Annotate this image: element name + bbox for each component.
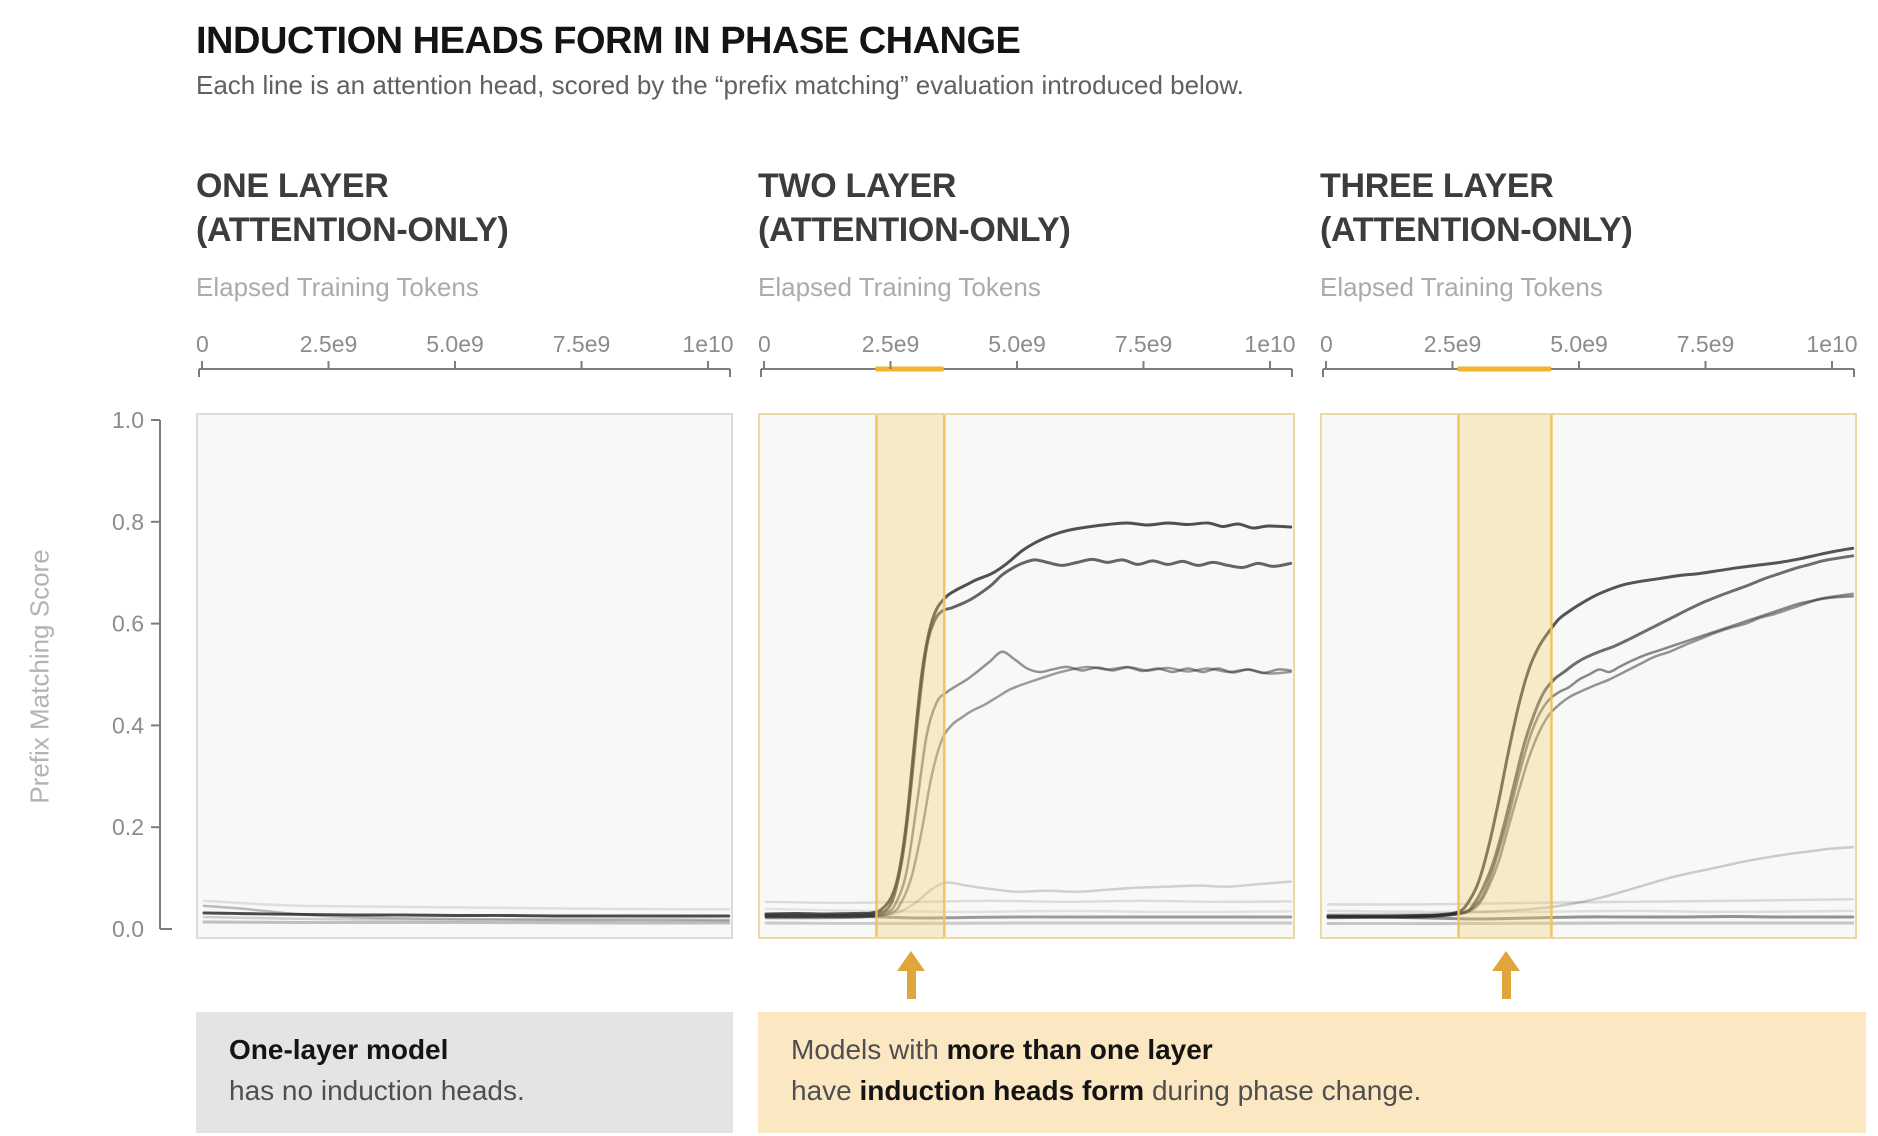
chart-one-layer bbox=[202, 899, 731, 925]
caption-line2: has no induction heads. bbox=[229, 1075, 525, 1106]
svg-text:0: 0 bbox=[1320, 331, 1333, 357]
chart-two-layer bbox=[764, 415, 1293, 937]
arrow-stem bbox=[906, 971, 916, 999]
svg-text:1e10: 1e10 bbox=[1806, 331, 1857, 357]
svg-text:5.0e9: 5.0e9 bbox=[426, 331, 484, 357]
caption-line2: have induction heads form during phase c… bbox=[791, 1070, 1866, 1111]
panel-title-two-layer: TWO LAYER (ATTENTION-ONLY) bbox=[758, 164, 1071, 252]
panel-title-three-layer: THREE LAYER (ATTENTION-ONLY) bbox=[1320, 164, 1633, 252]
svg-text:0: 0 bbox=[758, 331, 771, 357]
caption-text: Models with bbox=[791, 1034, 947, 1065]
caption-line1: One-layer model bbox=[229, 1029, 733, 1070]
svg-text:0.0: 0.0 bbox=[112, 916, 144, 942]
chart-panel-two-layer bbox=[758, 413, 1295, 939]
panel-title-line2: (ATTENTION-ONLY) bbox=[1320, 211, 1633, 250]
svg-text:1e10: 1e10 bbox=[682, 331, 733, 357]
svg-text:2.5e9: 2.5e9 bbox=[300, 331, 358, 357]
svg-text:0.8: 0.8 bbox=[112, 509, 144, 535]
panel-title-line1: ONE LAYER bbox=[196, 167, 389, 205]
svg-text:1.0: 1.0 bbox=[112, 407, 144, 433]
x-axis-title: Elapsed Training Tokens bbox=[758, 272, 1041, 302]
svg-text:2.5e9: 2.5e9 bbox=[862, 331, 920, 357]
svg-text:5.0e9: 5.0e9 bbox=[1550, 331, 1608, 357]
panel-title-line1: TWO LAYER bbox=[758, 167, 957, 205]
page-title: INDUCTION HEADS FORM IN PHASE CHANGE bbox=[196, 20, 1021, 62]
y-axis-title: Prefix Matching Score bbox=[24, 548, 55, 804]
caption-bold-text: One-layer model bbox=[229, 1034, 449, 1065]
chart-panel-three-layer bbox=[1320, 413, 1857, 939]
arrow-head-icon bbox=[897, 951, 925, 971]
svg-text:7.5e9: 7.5e9 bbox=[553, 331, 611, 357]
panel-title-line1: THREE LAYER bbox=[1320, 167, 1554, 205]
panel-title-one-layer: ONE LAYER (ATTENTION-ONLY) bbox=[196, 164, 509, 252]
caption-bold-text: more than one layer bbox=[946, 1034, 1213, 1065]
caption-text: have bbox=[791, 1075, 860, 1106]
x-axis-three-layer: 0 2.5e9 5.0e9 7.5e9 1e10 bbox=[1320, 331, 1858, 377]
svg-text:7.5e9: 7.5e9 bbox=[1115, 331, 1173, 357]
panel-title-line2: (ATTENTION-ONLY) bbox=[758, 211, 1071, 250]
chart-three-layer bbox=[1326, 415, 1855, 937]
svg-text:1e10: 1e10 bbox=[1244, 331, 1295, 357]
svg-text:0.2: 0.2 bbox=[112, 814, 144, 840]
caption-line1: Models with more than one layer bbox=[791, 1029, 1866, 1070]
caption-text: during phase change. bbox=[1144, 1075, 1422, 1106]
panel-title-line2: (ATTENTION-ONLY) bbox=[196, 211, 509, 250]
y-axis-title-wrap: Prefix Matching Score bbox=[20, 413, 60, 939]
x-axis-two-layer: 0 2.5e9 5.0e9 7.5e9 1e10 bbox=[758, 331, 1296, 377]
x-axis-one-layer: 0 2.5e9 5.0e9 7.5e9 1e10 bbox=[196, 331, 734, 377]
caption-bold-text: induction heads form bbox=[859, 1075, 1145, 1106]
chart-panel-one-layer bbox=[196, 413, 733, 939]
phase-change-arrow-three-layer bbox=[1491, 951, 1521, 999]
y-axis: 1.0 0.8 0.6 0.4 0.2 0.0 bbox=[112, 407, 172, 942]
svg-text:2.5e9: 2.5e9 bbox=[1424, 331, 1482, 357]
arrow-stem bbox=[1501, 971, 1511, 999]
arrow-head-icon bbox=[1492, 951, 1520, 971]
caption-one-layer: One-layer model has no induction heads. bbox=[196, 1012, 733, 1133]
svg-text:0.6: 0.6 bbox=[112, 611, 144, 637]
page-subtitle: Each line is an attention head, scored b… bbox=[196, 70, 1244, 100]
svg-text:7.5e9: 7.5e9 bbox=[1677, 331, 1735, 357]
x-axis-title: Elapsed Training Tokens bbox=[1320, 272, 1603, 302]
caption-multi-layer: Models with more than one layer have ind… bbox=[758, 1012, 1866, 1133]
svg-text:5.0e9: 5.0e9 bbox=[988, 331, 1046, 357]
phase-change-arrow-two-layer bbox=[896, 951, 926, 999]
svg-text:0: 0 bbox=[196, 331, 209, 357]
svg-text:0.4: 0.4 bbox=[112, 712, 144, 738]
x-axis-title: Elapsed Training Tokens bbox=[196, 272, 479, 302]
